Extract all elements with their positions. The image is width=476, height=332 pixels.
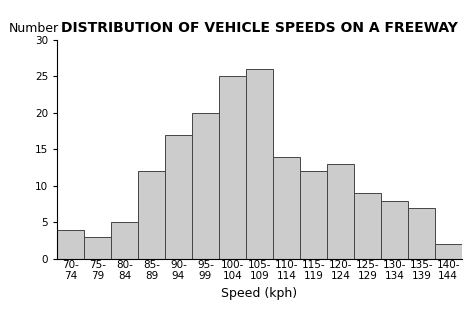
Bar: [138, 171, 165, 259]
Bar: [435, 244, 462, 259]
Bar: [57, 230, 84, 259]
Bar: [219, 76, 246, 259]
X-axis label: Speed (kph): Speed (kph): [221, 287, 298, 300]
Bar: [246, 69, 273, 259]
Bar: [111, 222, 138, 259]
Bar: [165, 135, 192, 259]
Bar: [300, 171, 327, 259]
Bar: [381, 201, 408, 259]
Bar: [84, 237, 111, 259]
Bar: [273, 157, 300, 259]
Bar: [408, 208, 435, 259]
Bar: [354, 193, 381, 259]
Bar: [327, 164, 354, 259]
Text: Number: Number: [9, 23, 59, 36]
Title: DISTRIBUTION OF VEHICLE SPEEDS ON A FREEWAY: DISTRIBUTION OF VEHICLE SPEEDS ON A FREE…: [61, 21, 458, 35]
Bar: [192, 113, 219, 259]
